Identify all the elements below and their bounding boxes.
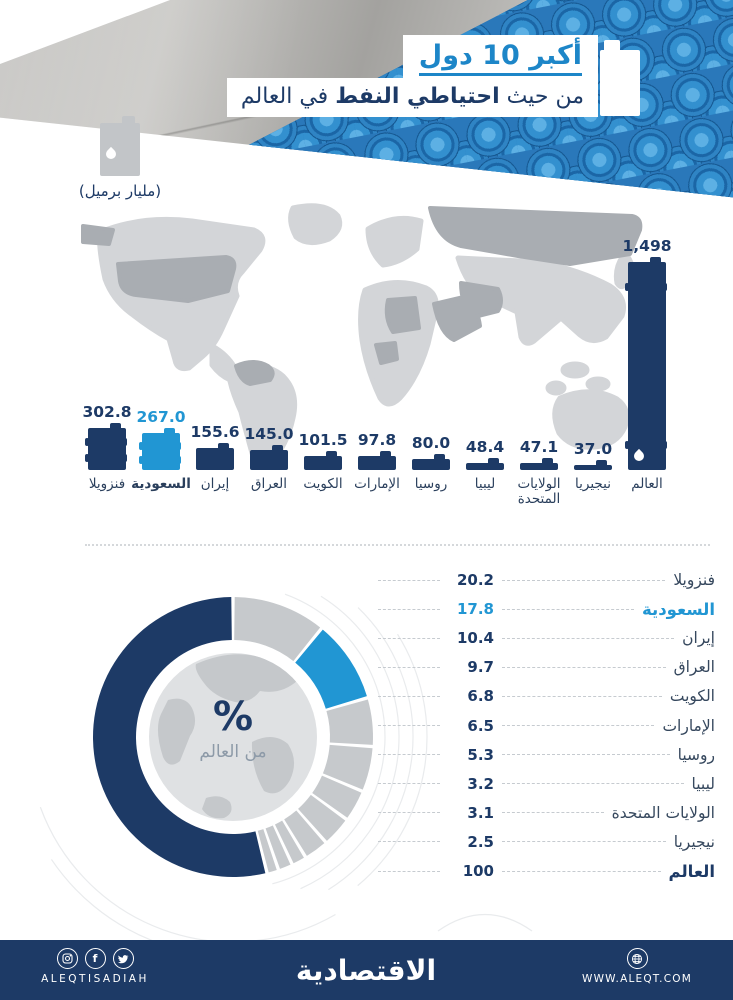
decorative-arc <box>437 914 533 932</box>
legend-row-1: 17.8 السعودية <box>378 597 715 621</box>
facebook-icon[interactable]: f <box>84 948 106 969</box>
legend-value-3: 9.7 <box>467 658 494 677</box>
footer-website: WWW.ALEQT.COM <box>567 948 707 985</box>
legend-label-0: فنزويلا <box>673 571 715 589</box>
legend-value-4: 6.8 <box>467 687 494 706</box>
legend-value-6: 5.3 <box>467 745 494 764</box>
subtitle-suffix: في العالم <box>240 84 329 109</box>
legend-label-6: روسيا <box>677 745 715 764</box>
bar-label-9: نيجيريا <box>575 476 611 492</box>
legend-label-5: الإمارات <box>662 716 715 735</box>
donut-center-label: من العالم <box>199 742 267 762</box>
bar-label-10: العالم <box>631 476 663 492</box>
subtitle-bold: احتياطي النفط <box>335 84 500 109</box>
decorative-arc <box>272 593 386 885</box>
donut-center-symbol: % <box>212 694 254 740</box>
donut-segment-9 <box>257 829 277 873</box>
legend-row-2: 10.4 إيران <box>378 626 715 650</box>
footer-bar: f ALEQTISADIAH الاقتصادية WWW.ALEQT.COM <box>0 940 733 1000</box>
legend-value-7: 3.2 <box>467 774 494 793</box>
legend-row-7: 3.2 ليبيا <box>378 772 715 796</box>
footer-social: f ALEQTISADIAH <box>30 948 160 985</box>
legend-row-8: 3.1 الولايات المتحدة <box>378 801 715 825</box>
page-title: أكبر 10 دول <box>418 40 582 76</box>
legend-label-2: إيران <box>682 629 715 648</box>
legend-row-9: 2.5 نيجيريا <box>378 830 715 854</box>
bar-label-2: إيران <box>200 476 230 492</box>
donut-segment-7 <box>274 820 304 864</box>
twitter-icon[interactable] <box>112 948 134 969</box>
bar-label-0: فنزويلا <box>88 476 126 492</box>
legend-row-5: 6.5 الإمارات <box>378 714 715 738</box>
legend-label-3: العراق <box>673 658 715 677</box>
legend-value-5: 6.5 <box>467 716 494 735</box>
barrel-icon <box>98 116 142 176</box>
bar-label-3: العراق <box>250 476 288 492</box>
title-box: أكبر 10 دول <box>402 35 598 83</box>
legend-row-10: 100 العالم <box>378 859 715 883</box>
donut-segment-6 <box>284 810 325 856</box>
legend-value-1: 17.8 <box>456 600 494 619</box>
bar-label-5: الإمارات <box>354 476 400 492</box>
instagram-icon[interactable] <box>56 948 78 969</box>
legend-value-0: 20.2 <box>456 571 494 589</box>
bar-label-6: روسيا <box>414 476 448 492</box>
legend-value-8: 3.1 <box>467 803 494 822</box>
donut-segment-3 <box>322 744 373 790</box>
brand-logo: الاقتصادية <box>295 953 437 987</box>
dotted-separator <box>85 544 710 546</box>
decorative-arc <box>39 806 336 943</box>
donut-segment-4 <box>312 775 362 818</box>
globe-icon[interactable] <box>626 948 648 969</box>
legend-label-9: نيجيريا <box>673 832 715 851</box>
bar-label-7: ليبيا <box>474 476 496 492</box>
legend-value-9: 2.5 <box>467 832 494 851</box>
legend-label-7: ليبيا <box>691 774 715 793</box>
footer-url[interactable]: WWW.ALEQT.COM <box>582 973 692 985</box>
donut-segment-5 <box>298 794 346 841</box>
donut-segment-8 <box>265 825 291 869</box>
legend-row-3: 9.7 العراق <box>378 655 715 679</box>
subtitle-box: من حيث احتياطي النفط في العالم <box>226 78 598 117</box>
donut-segment-0 <box>234 597 321 662</box>
legend-row-0: 20.2 فنزويلا <box>378 568 715 592</box>
unit-legend: (مليار برميل) <box>55 116 185 200</box>
legend-row-4: 6.8 الكويت <box>378 684 715 708</box>
legend-value-10: 100 <box>462 862 494 880</box>
legend-label-1: السعودية <box>642 599 715 619</box>
legend-label-10: العالم <box>668 861 716 881</box>
legend-value-2: 10.4 <box>456 629 494 648</box>
subtitle-prefix: من حيث <box>506 84 584 109</box>
bar-label-4: الكويت <box>303 476 343 492</box>
oil-barrel-icon <box>581 40 648 118</box>
donut-segment-1 <box>295 629 367 709</box>
legend-row-6: 5.3 روسيا <box>378 743 715 767</box>
legend-label-8: الولايات المتحدة <box>611 803 715 822</box>
donut-segment-2 <box>326 699 373 745</box>
world-map <box>81 203 643 469</box>
bar-label-1: السعودية <box>131 476 191 492</box>
bar-label-8: الولايات المتحدة <box>517 476 561 508</box>
footer-social-handle[interactable]: ALEQTISADIAH <box>41 973 149 985</box>
oil-drop-icon <box>581 85 600 104</box>
unit-label: (مليار برميل) <box>78 182 162 200</box>
legend-label-4: الكويت <box>669 687 715 706</box>
